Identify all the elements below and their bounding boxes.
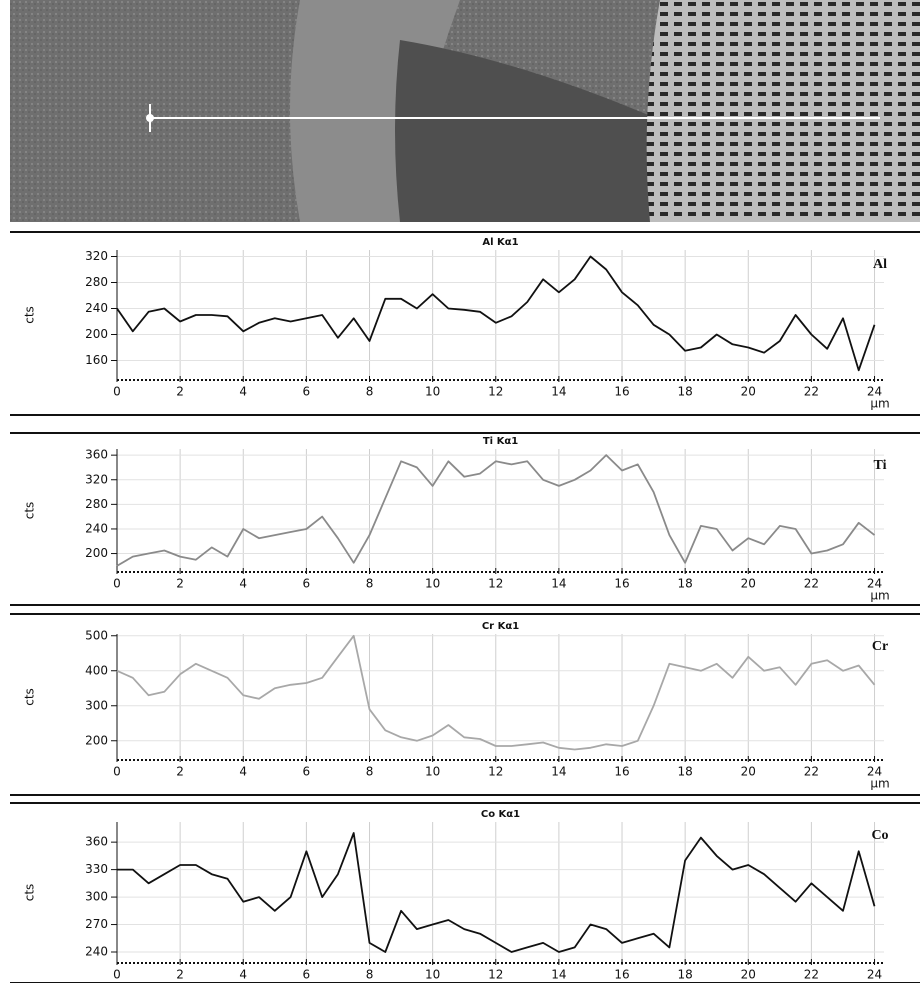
x-tick-label: 22 [804,385,819,399]
x-tick-label: 24 [867,968,882,982]
x-tick-label: 14 [551,385,566,399]
series-line [116,454,876,567]
chart-title: Cr Kα1 [482,621,519,632]
y-tick-label: 280 [85,275,108,289]
element-label: Co [871,828,888,843]
x-tick-label: 20 [741,577,756,591]
x-tick-label: 22 [804,968,819,982]
y-tick-label: 320 [85,249,108,263]
x-tick-label: 20 [741,968,756,982]
x-tick-label: 16 [614,765,629,779]
x-tick-label: 8 [366,968,374,982]
y-tick-label: 200 [85,733,108,747]
x-tick-label: 6 [303,765,311,779]
x-tick-label: 2 [176,968,184,982]
x-tick-label: 14 [551,765,566,779]
x-tick-label: 18 [678,385,693,399]
chart-title: Al Kα1 [482,237,518,248]
element-label: Ti [874,458,887,473]
x-tick-label: 24 [867,577,882,591]
x-tick-label: 0 [113,577,121,591]
x-axis-label: μm [870,397,889,411]
x-tick-label: 4 [239,385,247,399]
x-tick-label: 16 [614,577,629,591]
x-tick-label: 4 [239,765,247,779]
y-axis-label: cts [23,502,37,520]
x-axis-label: μm [870,980,889,983]
x-tick-label: 10 [425,577,440,591]
x-tick-label: 16 [614,385,629,399]
series-line [116,634,876,751]
y-tick-label: 300 [85,698,108,712]
y-tick-label: 240 [85,945,108,959]
y-tick-label: 320 [85,472,108,486]
y-tick-label: 160 [85,353,108,367]
y-tick-label: 240 [85,521,108,535]
x-tick-label: 18 [678,765,693,779]
x-tick-label: 22 [804,577,819,591]
x-tick-label: 24 [867,765,882,779]
x-tick-label: 18 [678,968,693,982]
x-tick-label: 4 [239,577,247,591]
y-tick-label: 300 [85,890,108,904]
y-tick-label: 240 [85,301,108,315]
y-tick-label: 360 [85,448,108,462]
x-tick-label: 8 [366,385,374,399]
x-tick-label: 0 [113,765,121,779]
chart-title: Co Kα1 [481,809,520,820]
sem-image [10,0,920,222]
y-axis-label: cts [23,688,37,706]
x-tick-label: 8 [366,577,374,591]
series-line [116,255,876,372]
y-tick-label: 500 [85,628,108,642]
x-tick-label: 10 [425,968,440,982]
x-tick-label: 14 [551,968,566,982]
x-axis-label: μm [870,589,889,603]
y-axis-label: cts [23,884,37,902]
x-tick-label: 8 [366,765,374,779]
x-tick-label: 0 [113,968,121,982]
y-tick-label: 280 [85,497,108,511]
x-tick-label: 10 [425,385,440,399]
element-label: Al [873,257,887,272]
x-tick-label: 6 [303,577,311,591]
x-tick-label: 14 [551,577,566,591]
x-tick-label: 18 [678,577,693,591]
x-tick-label: 12 [488,385,503,399]
x-tick-label: 22 [804,765,819,779]
y-tick-label: 330 [85,862,108,876]
y-tick-label: 270 [85,917,108,931]
x-tick-label: 12 [488,577,503,591]
x-tick-label: 20 [741,385,756,399]
x-tick-label: 12 [488,765,503,779]
x-tick-label: 10 [425,765,440,779]
x-tick-label: 2 [176,577,184,591]
y-tick-label: 200 [85,327,108,341]
x-tick-label: 12 [488,968,503,982]
x-tick-label: 20 [741,765,756,779]
panel: Co Kα1ctsμm02468101214161820222424027030… [10,802,920,983]
x-tick-label: 4 [239,968,247,982]
x-tick-label: 2 [176,385,184,399]
y-axis-label: cts [23,306,37,324]
x-tick-label: 6 [303,385,311,399]
x-tick-label: 0 [113,385,121,399]
chart-title: Ti Kα1 [483,436,518,447]
series-line [117,832,876,953]
y-tick-label: 360 [85,835,108,849]
y-tick-label: 200 [85,546,108,560]
x-tick-label: 24 [867,385,882,399]
y-tick-label: 400 [85,663,108,677]
x-tick-label: 2 [176,765,184,779]
element-label: Cr [872,639,888,654]
x-axis-label: μm [870,777,889,791]
x-tick-label: 6 [303,968,311,982]
x-tick-label: 16 [614,968,629,982]
